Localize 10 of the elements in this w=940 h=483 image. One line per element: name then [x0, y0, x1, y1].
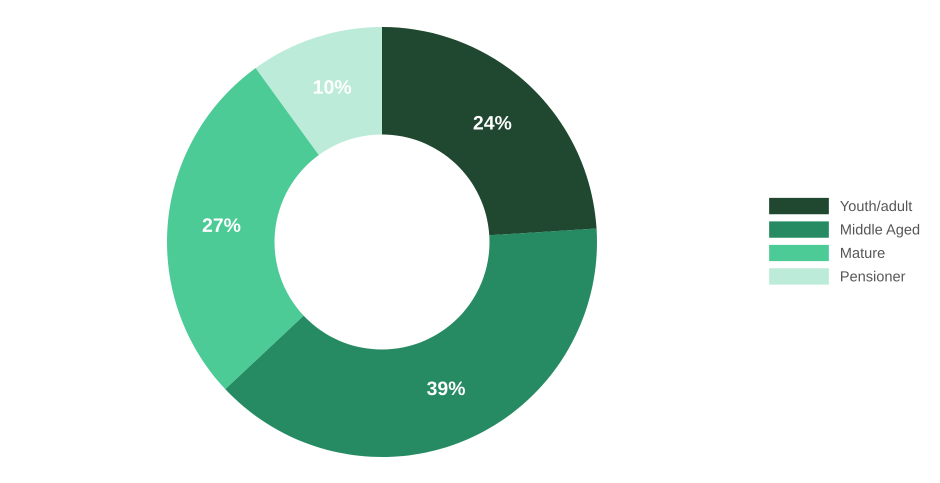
donut-slice	[256, 27, 382, 156]
data-label: 27%	[202, 218, 240, 232]
data-label: 24%	[474, 116, 512, 130]
legend-label: Mature	[841, 248, 885, 258]
legend-label: Pensioner	[841, 270, 906, 282]
donut-slice	[382, 27, 597, 236]
data-label: 10%	[314, 80, 352, 94]
legend-label: Middle Aged	[841, 224, 920, 238]
data-label: 39%	[427, 381, 465, 396]
legend-label: Youth/adult	[840, 200, 912, 212]
